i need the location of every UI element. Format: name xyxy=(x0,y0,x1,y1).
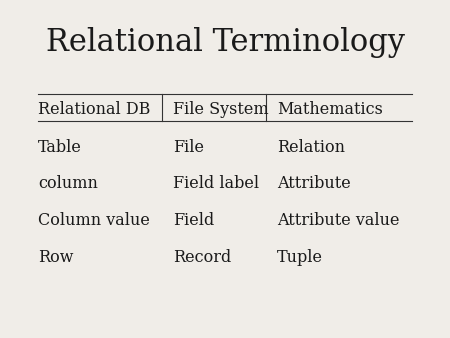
Text: Relational DB: Relational DB xyxy=(38,101,151,118)
Text: Tuple: Tuple xyxy=(277,248,323,266)
Text: Record: Record xyxy=(173,248,231,266)
Text: Field label: Field label xyxy=(173,175,259,192)
Text: Table: Table xyxy=(38,139,82,156)
Text: column: column xyxy=(38,175,98,192)
Text: Mathematics: Mathematics xyxy=(277,101,383,118)
Text: Relation: Relation xyxy=(277,139,345,156)
Text: Field: Field xyxy=(173,212,214,229)
Text: Attribute value: Attribute value xyxy=(277,212,400,229)
Text: File: File xyxy=(173,139,204,156)
Text: Relational Terminology: Relational Terminology xyxy=(45,27,405,58)
Text: Attribute: Attribute xyxy=(277,175,351,192)
Text: File System: File System xyxy=(173,101,269,118)
Text: Column value: Column value xyxy=(38,212,150,229)
Text: Row: Row xyxy=(38,248,74,266)
